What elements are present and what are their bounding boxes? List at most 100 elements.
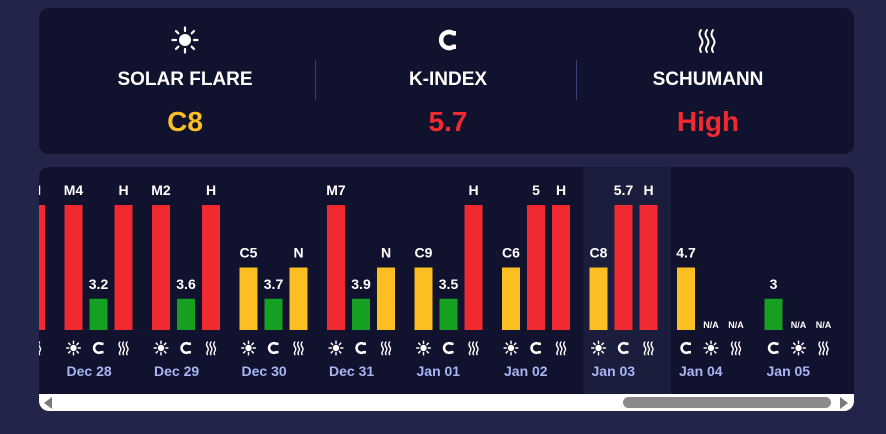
scroll-left-arrow-icon[interactable]	[44, 397, 52, 409]
metric-solar-flare: SOLAR FLARE C8	[79, 8, 291, 154]
bar-solar	[589, 267, 608, 330]
sun-icon	[328, 340, 344, 356]
bar-solar	[327, 205, 345, 330]
waves-icon	[555, 341, 567, 356]
divider	[315, 60, 316, 100]
bar-label: 3.5	[439, 276, 459, 292]
bar-label: H	[556, 182, 566, 198]
bar-solar	[239, 267, 258, 330]
day-label: Jan 04	[679, 363, 723, 379]
bar-label: 3.2	[89, 276, 109, 292]
day-label: Jan 03	[592, 363, 636, 379]
forecast-chart-card[interactable]: H M4 3.2 H Dec 28 M2 3.6 H Dec 29 C5 3.7 N Dec 30 M7 3…	[39, 167, 854, 411]
bar-kindex	[177, 298, 195, 330]
magnet-icon	[680, 341, 691, 355]
bar-label: N	[293, 245, 303, 261]
waves-icon	[118, 341, 129, 356]
bar-label: M4	[64, 182, 84, 198]
bar-schumann	[464, 205, 483, 330]
bar-label-na: N/A	[791, 320, 807, 330]
sun-icon	[590, 340, 607, 356]
waves-icon	[468, 341, 479, 356]
magnet-icon	[617, 341, 629, 355]
bar-schumann	[639, 205, 658, 330]
bar-label: 3.7	[264, 276, 284, 292]
sun-icon	[503, 340, 519, 356]
bar-label: C6	[502, 245, 520, 261]
forecast-chart: H M4 3.2 H Dec 28 M2 3.6 H Dec 29 C5 3.7 N Dec 30 M7 3…	[39, 167, 832, 394]
scroll-right-arrow-icon[interactable]	[840, 397, 848, 409]
bar-solar	[502, 267, 520, 330]
waves-icon	[205, 341, 217, 356]
sun-icon	[415, 340, 432, 356]
metric-value: High	[676, 106, 740, 137]
bar-label-na: N/A	[728, 320, 744, 330]
magnet-icon	[92, 341, 104, 355]
waves-icon	[293, 341, 304, 356]
metric-value: 5.7	[428, 106, 468, 137]
waves-icon	[818, 341, 829, 356]
waves-icon	[39, 341, 42, 356]
bar-schumann	[289, 267, 308, 330]
day-label: Dec 30	[242, 363, 287, 379]
sun-icon	[240, 340, 257, 356]
bar-schumann	[377, 267, 395, 330]
day-label: Jan 02	[504, 363, 548, 379]
magnet-icon	[530, 341, 541, 355]
bar-solar	[152, 205, 170, 330]
bar-label: H	[206, 182, 216, 198]
day-label: Jan 05	[767, 363, 811, 379]
metric-value: C8	[167, 106, 203, 137]
bar-kindex	[352, 298, 370, 330]
bar-schumann	[202, 205, 220, 330]
bar-label-na: N/A	[816, 320, 832, 330]
summary-card: SOLAR FLARE C8 K-INDEX 5.7 SCHUMANN	[39, 8, 854, 154]
magnet-icon	[442, 341, 454, 355]
bar-label: 4.7	[676, 245, 696, 261]
magnet-icon	[342, 26, 554, 54]
bar-label: H	[468, 182, 478, 198]
magnet-icon	[180, 341, 191, 355]
bar-label: 3.6	[176, 276, 196, 292]
bar-kindex	[89, 298, 108, 330]
metric-k-index: K-INDEX 5.7	[342, 8, 554, 154]
sun-icon	[703, 340, 719, 356]
bar-label: C5	[240, 245, 258, 261]
bar-schumann	[552, 205, 570, 330]
waves-icon	[602, 26, 814, 54]
scroll-thumb[interactable]	[623, 397, 831, 408]
bar-kindex	[677, 267, 695, 330]
bar-kindex	[614, 205, 633, 330]
bar-label: H	[118, 182, 128, 198]
bar-kindex	[527, 205, 545, 330]
bar-schumann	[39, 205, 45, 330]
sun-icon	[79, 26, 291, 54]
sun-icon	[65, 340, 82, 356]
sun-icon	[790, 340, 807, 356]
bar-label: H	[39, 182, 41, 198]
horizontal-scrollbar[interactable]	[39, 394, 854, 411]
bar-solar	[64, 205, 83, 330]
metric-schumann: SCHUMANN High	[602, 8, 814, 154]
bar-kindex	[264, 298, 283, 330]
bar-label: C9	[415, 245, 433, 261]
bar-solar	[414, 267, 433, 330]
magnet-icon	[267, 341, 279, 355]
bar-label-na: N/A	[703, 320, 719, 330]
bar-kindex	[439, 298, 458, 330]
metric-label: SOLAR FLARE	[117, 69, 253, 90]
magnet-icon	[767, 341, 779, 355]
day-label: Dec 28	[67, 363, 112, 379]
magnet-icon	[355, 341, 366, 355]
bar-label: 3	[770, 276, 778, 292]
bar-label: M7	[326, 182, 346, 198]
day-label: Dec 31	[329, 363, 374, 379]
sun-icon	[153, 340, 169, 356]
waves-icon	[730, 341, 742, 356]
divider	[576, 60, 577, 100]
bar-schumann	[114, 205, 133, 330]
bar-label: N	[381, 245, 391, 261]
bar-label: M2	[151, 182, 171, 198]
bar-label: 5.7	[614, 182, 634, 198]
bar-label: 5	[532, 182, 540, 198]
